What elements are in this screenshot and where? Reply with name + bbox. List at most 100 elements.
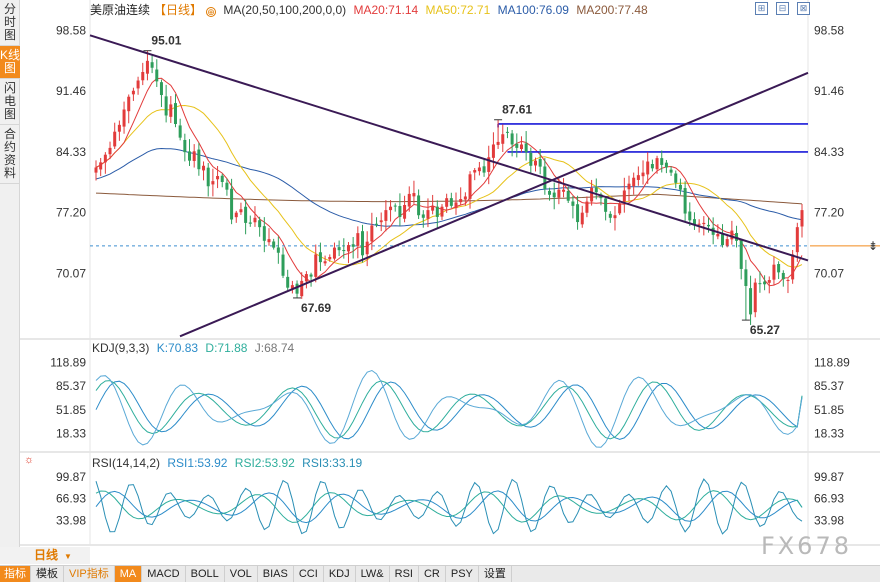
candle-body xyxy=(248,222,252,224)
candle-body xyxy=(491,144,495,158)
candle-body xyxy=(538,159,542,167)
toolbar-template[interactable]: 模板 xyxy=(31,566,64,582)
period-tag[interactable]: 【日线】 xyxy=(154,3,203,17)
candle-body xyxy=(636,175,640,180)
candle-body xyxy=(650,164,654,169)
maximize-icon[interactable]: ⊞ xyxy=(755,2,768,15)
candle-body xyxy=(594,187,598,193)
kdj-y-tick-left: 85.37 xyxy=(56,379,86,393)
candle-body xyxy=(173,103,177,125)
candle-body xyxy=(692,219,696,226)
candle-body xyxy=(510,133,514,145)
toolbar-lwr[interactable]: LW& xyxy=(356,566,390,582)
candle-body xyxy=(463,196,467,200)
extreme-price-label: 67.69 xyxy=(301,301,331,315)
candle-body xyxy=(351,244,355,247)
toolbar-settings[interactable]: 设置 xyxy=(479,566,512,582)
candle-body xyxy=(781,272,785,280)
settings-circle-icon[interactable]: ⊕ xyxy=(206,7,217,17)
y-tick-label-right: 70.07 xyxy=(814,266,844,280)
toolbar-psy[interactable]: PSY xyxy=(446,566,479,582)
toolbar-bias[interactable]: BIAS xyxy=(258,566,294,582)
candle-body xyxy=(127,96,131,112)
rsi2-value: RSI2:53.92 xyxy=(234,456,295,470)
candle-body xyxy=(683,188,687,214)
main-chart-header: 美原油连续 【日线】 ⊕ MA(20,50,100,200,0,0) MA20:71… xyxy=(90,2,652,18)
close-icon[interactable]: ⊠ xyxy=(797,2,810,15)
toolbar-rsi[interactable]: RSI xyxy=(390,566,419,582)
kdj-name[interactable]: KDJ(9,3,3) xyxy=(92,341,150,355)
tab-flash[interactable]: 闪电图 xyxy=(0,79,20,125)
toolbar-cr[interactable]: CR xyxy=(419,566,446,582)
candle-body xyxy=(192,151,196,161)
candle-body xyxy=(361,231,365,256)
kdj-j-value: J:68.74 xyxy=(254,341,295,355)
toolbar-macd[interactable]: MACD xyxy=(142,566,186,582)
candle-body xyxy=(735,232,739,241)
price-arrow-icon: ⇟ xyxy=(868,239,878,253)
candle-body xyxy=(552,192,556,198)
candle-body xyxy=(417,195,421,216)
candle-body xyxy=(459,199,463,203)
candle-body xyxy=(295,283,299,294)
ma50-line xyxy=(95,104,803,268)
candle-body xyxy=(749,288,753,315)
candle-body xyxy=(590,187,594,202)
candle-body xyxy=(337,247,341,251)
tab-contract-info[interactable]: 合约资料 xyxy=(0,125,20,184)
period-selector-label: 日线 xyxy=(34,548,59,562)
toolbar-kdj[interactable]: KDJ xyxy=(324,566,356,582)
candle-body xyxy=(206,167,210,187)
candle-body xyxy=(145,60,149,74)
ascending-trendline xyxy=(179,71,809,338)
candle-body xyxy=(608,213,612,218)
candle-body xyxy=(557,189,561,198)
candle-body xyxy=(300,280,304,297)
candle-body xyxy=(580,212,584,225)
candle-body xyxy=(393,205,397,207)
extreme-price-label: 87.61 xyxy=(502,103,532,117)
toolbar-vip-indicator[interactable]: VIP指标 xyxy=(64,566,115,582)
candle-body xyxy=(164,96,168,116)
toolbar-indicator[interactable]: 指标 xyxy=(0,566,31,582)
candle-body xyxy=(131,90,135,95)
candle-body xyxy=(346,245,350,252)
candle-body xyxy=(379,220,383,223)
indicator-sun-icon[interactable]: ☼ xyxy=(24,454,35,466)
candle-body xyxy=(370,225,374,242)
rsi1-value: RSI1:53.92 xyxy=(167,456,228,470)
y-tick-label-left: 98.58 xyxy=(56,23,86,37)
candle-body xyxy=(515,143,519,148)
candle-body xyxy=(234,212,238,218)
kdj-y-tick-right: 85.37 xyxy=(814,379,844,393)
candle-body xyxy=(548,190,552,195)
candle-body xyxy=(150,62,154,68)
kdj-k-value: K:70.83 xyxy=(156,341,199,355)
candle-body xyxy=(795,227,799,253)
toolbar-ma[interactable]: MA xyxy=(114,566,143,582)
candle-body xyxy=(314,254,318,277)
candle-body xyxy=(389,206,393,211)
ma100-line xyxy=(95,147,803,227)
indicator-name[interactable]: MA(20,50,100,200,0,0) xyxy=(223,3,347,17)
candle-body xyxy=(791,254,795,280)
toolbar-cci[interactable]: CCI xyxy=(294,566,324,582)
candle-body xyxy=(412,193,416,197)
tab-timeshare[interactable]: 分时图 xyxy=(0,0,20,46)
candle-body xyxy=(772,264,776,280)
tab-kline[interactable]: K线图 xyxy=(0,46,20,79)
restore-icon[interactable]: ⊟ xyxy=(776,2,789,15)
candle-body xyxy=(356,233,360,246)
candle-body xyxy=(519,144,523,150)
toolbar-vol[interactable]: VOL xyxy=(225,566,258,582)
candle-body xyxy=(435,206,439,217)
candle-body xyxy=(524,143,528,153)
chart-canvas[interactable]: 98.58 98.58 91.46 91.46 84.33 84.33 77.20 77.20… xyxy=(0,0,880,546)
candle-body xyxy=(431,205,435,211)
rsi-line-rsi1 xyxy=(95,490,803,524)
period-selector[interactable]: 日线 ▼ xyxy=(0,547,90,564)
extreme-price-label: 65.27 xyxy=(750,323,780,337)
toolbar-boll[interactable]: BOLL xyxy=(186,566,225,582)
rsi-name[interactable]: RSI(14,14,2) xyxy=(92,456,161,470)
candle-body xyxy=(384,210,388,221)
